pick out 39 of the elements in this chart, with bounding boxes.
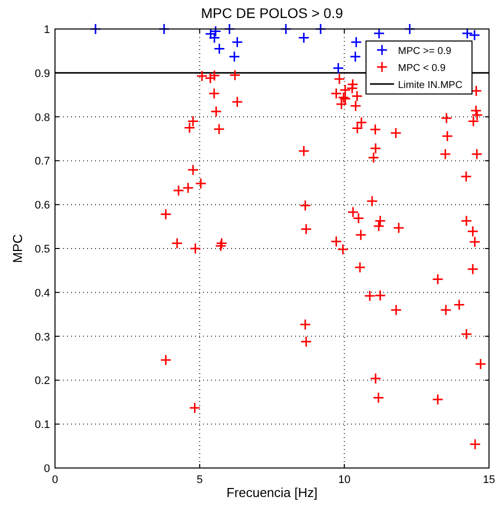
legend-label: MPC >= 0.9 [398, 46, 452, 57]
point [350, 36, 362, 48]
y-tick-label: 0.8 [34, 112, 50, 124]
point [208, 32, 220, 44]
y-tick-label: 0.9 [34, 68, 50, 80]
point [224, 23, 236, 35]
y-axis-title: MPC [10, 234, 25, 263]
y-tick-label: 0.2 [34, 375, 50, 388]
point [158, 23, 170, 35]
point [404, 23, 416, 35]
point [373, 28, 385, 40]
x-axis-title: Frecuencia [Hz] [226, 485, 318, 500]
point [468, 29, 480, 41]
legend-label: Limite IN.MPC [398, 80, 462, 91]
point [280, 23, 292, 35]
y-tick-label: 0.4 [34, 287, 50, 300]
point [350, 50, 362, 62]
y-tick-label: 0.5 [34, 244, 50, 256]
point [210, 25, 222, 37]
y-tick-label: 1 [44, 24, 50, 36]
point [298, 32, 310, 44]
y-tick-label: 0 [44, 463, 50, 475]
y-tick-label: 0.3 [34, 331, 50, 344]
point [228, 50, 240, 62]
point [232, 36, 244, 48]
x-tick-label: 15 [482, 474, 496, 486]
y-tick-label: 0.1 [34, 419, 50, 432]
x-tick-label: 0 [52, 474, 58, 486]
x-tick-label: 5 [196, 474, 203, 486]
point [90, 23, 102, 35]
point [332, 62, 344, 74]
point [462, 28, 474, 40]
y-tick-label: 0.6 [34, 200, 50, 212]
chart-title: MPC DE POLOS > 0.9 [201, 5, 344, 21]
point [314, 23, 326, 35]
point [214, 43, 226, 55]
legend-label: MPC < 0.9 [398, 63, 446, 74]
y-tick-label: 0.7 [34, 156, 50, 168]
x-tick-label: 10 [338, 474, 350, 486]
